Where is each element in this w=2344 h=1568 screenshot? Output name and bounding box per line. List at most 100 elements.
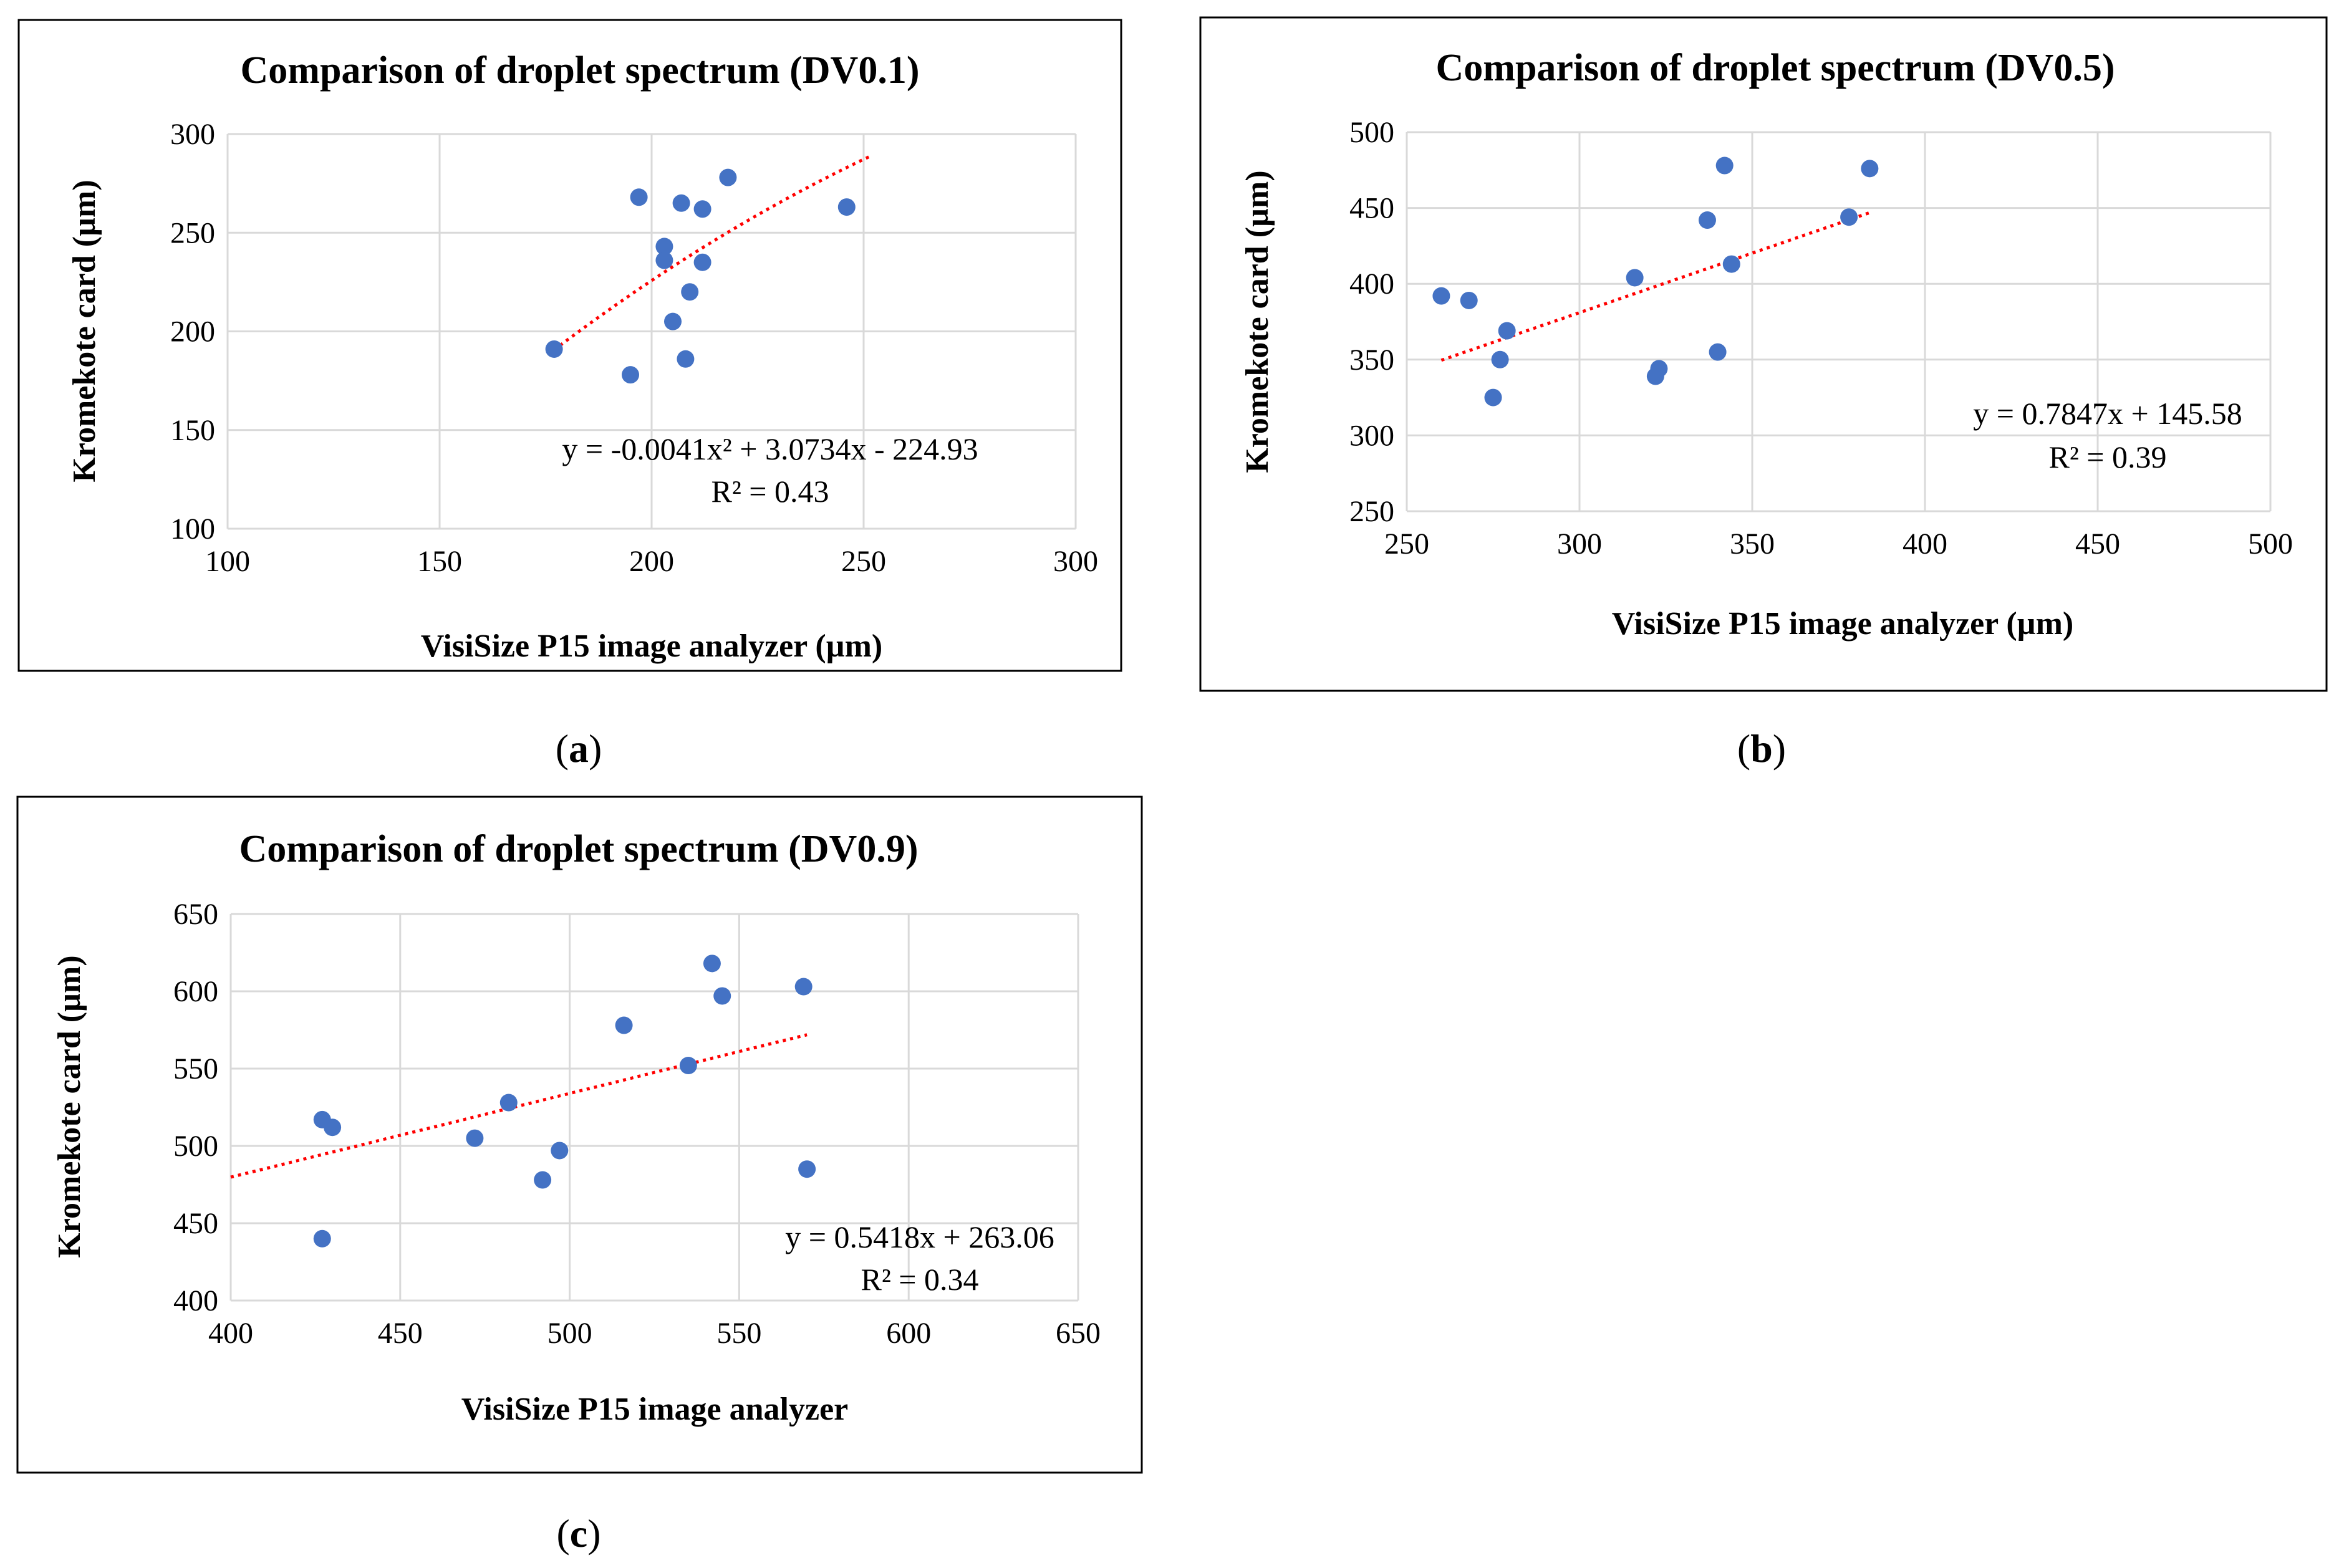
chart-b: 250 300 350 400 450 500 250 300 350 400 450 500 Comp… [1199,16,2328,771]
chart-a-trend-equation: y = -0.0041x² + 3.0734x - 224.93 [562,431,978,466]
chart-b-ytick-2: 350 [1349,344,1394,377]
chart-b-xtick-5: 500 [2248,527,2293,560]
chart-c-point-11 [794,978,813,996]
chart-b-point-1 [1460,291,1478,309]
chart-a-ytick-2: 200 [170,315,215,349]
chart-b-y-axis-label: Kromekote card (µm) [1240,170,1275,473]
chart-c-point-3 [466,1129,484,1147]
chart-b-ytick-3: 400 [1349,267,1394,301]
chart-b-xtick-3: 400 [1903,527,1947,560]
chart-b-xtick-0: 250 [1384,527,1429,560]
chart-b-title: Comparison of droplet spectrum (DV0.5) [1436,47,2115,89]
chart-b-ytick-5: 500 [1349,116,1394,149]
chart-c-xtick-5: 650 [1056,1317,1101,1350]
chart-b-caption-close: ) [1773,726,1786,771]
chart-b-trend-equation: y = 0.7847x + 145.58 [1973,396,2242,431]
chart-c-xtick-0: 400 [208,1317,253,1350]
chart-b-point-12 [1840,208,1858,226]
chart-c-caption: (c) [556,1511,600,1556]
chart-c-ytick-4: 600 [173,975,218,1008]
chart-b-point-7 [1650,360,1668,378]
chart-c-xtick-3: 550 [716,1317,761,1350]
chart-a-point-8 [681,283,699,301]
chart-c-point-7 [615,1016,633,1034]
chart-c-point-9 [703,955,721,973]
chart-a-xtick-2: 200 [629,545,674,578]
chart-a-point-0 [545,340,563,358]
chart-c-point-6 [551,1142,569,1160]
chart-b-xtick-2: 350 [1730,527,1775,560]
chart-c: 400 450 500 550 600 650 400 450 500 550 600 650 Comp… [16,796,1143,1556]
chart-b-point-10 [1715,156,1734,175]
chart-b-point-9 [1709,343,1727,361]
chart-c-point-8 [679,1057,697,1075]
chart-a-trendline [553,153,873,352]
chart-a-point-3 [655,238,673,256]
chart-c-caption-open: ( [556,1511,569,1556]
chart-c-ytick-0: 400 [173,1284,218,1317]
chart-c-xtick-1: 450 [378,1317,423,1350]
chart-b-point-5 [1626,269,1644,287]
chart-c-point-1 [313,1229,331,1248]
chart-c-point-4 [499,1094,518,1112]
chart-b-caption-letter: b [1750,726,1773,771]
chart-c-ytick-2: 500 [173,1130,218,1163]
chart-c-ytick-1: 450 [173,1207,218,1240]
chart-b-point-2 [1484,388,1502,406]
chart-b-point-0 [1432,287,1450,305]
chart-c-r-squared: R² = 0.34 [861,1262,978,1297]
chart-b-ytick-0: 250 [1349,495,1394,528]
chart-b-caption-open: ( [1737,726,1750,771]
chart-b-ytick-4: 450 [1349,192,1394,225]
chart-b-point-4 [1498,322,1516,340]
chart-a-x-axis-label: VisiSize P15 image analyzer (µm) [421,628,882,664]
chart-a-xtick-4: 300 [1053,545,1098,578]
chart-b-point-11 [1722,255,1740,273]
chart-c-ytick-5: 650 [173,898,218,931]
chart-a-point-2 [630,188,648,206]
chart-a-point-5 [664,312,682,330]
chart-b-xtick-4: 450 [2075,527,2120,560]
chart-c-title: Comparison of droplet spectrum (DV0.9) [239,828,919,870]
chart-c-xtick-4: 600 [886,1317,931,1350]
chart-b-point-8 [1698,211,1716,229]
chart-a-ytick-3: 250 [170,216,215,249]
chart-a-r-squared: R² = 0.43 [711,474,829,509]
chart-c-x-axis-label: VisiSize P15 image analyzer [461,1392,849,1427]
chart-b-xtick-1: 300 [1557,527,1602,560]
chart-a-point-12 [837,198,856,216]
chart-a-ytick-0: 100 [170,512,215,546]
chart-c-trendline [230,1033,808,1179]
chart-c-ytick-3: 550 [173,1052,218,1085]
chart-c-caption-letter: c [570,1511,587,1556]
chart-c-point-12 [798,1160,816,1178]
chart-b-frame [1199,16,2328,692]
chart-a-xtick-0: 100 [205,545,250,578]
chart-c-caption-close: ) [587,1511,600,1556]
chart-a-caption: (a) [556,726,602,771]
chart-c-frame [16,796,1143,1474]
chart-a: 100 150 200 250 300 100 150 200 250 300 Comparison… [17,19,1122,771]
chart-c-point-5 [534,1171,552,1189]
chart-a-caption-close: ) [589,726,602,771]
chart-a-caption-letter: a [569,726,589,771]
chart-c-y-axis-label: Kromekote card (µm) [52,955,87,1258]
chart-c-point-2 [324,1118,342,1137]
chart-a-point-7 [677,350,695,368]
chart-a-point-11 [719,168,737,186]
chart-a-ytick-4: 300 [170,118,215,151]
chart-c-point-10 [713,987,731,1005]
chart-b-r-squared: R² = 0.39 [2048,440,2166,474]
chart-a-y-axis-label: Kromekote card (µm) [67,180,102,482]
chart-b-caption: (b) [1737,726,1786,771]
chart-a-point-10 [693,253,711,271]
chart-b-point-13 [1861,160,1879,178]
chart-a-ytick-1: 150 [170,414,215,447]
chart-a-frame [17,19,1122,672]
chart-b-x-axis-label: VisiSize P15 image analyzer (µm) [1612,606,2073,642]
chart-a-caption-open: ( [556,726,569,771]
chart-c-trend-equation: y = 0.5418x + 263.06 [785,1219,1054,1254]
chart-a-xtick-1: 150 [417,545,462,578]
chart-a-point-6 [672,194,690,212]
